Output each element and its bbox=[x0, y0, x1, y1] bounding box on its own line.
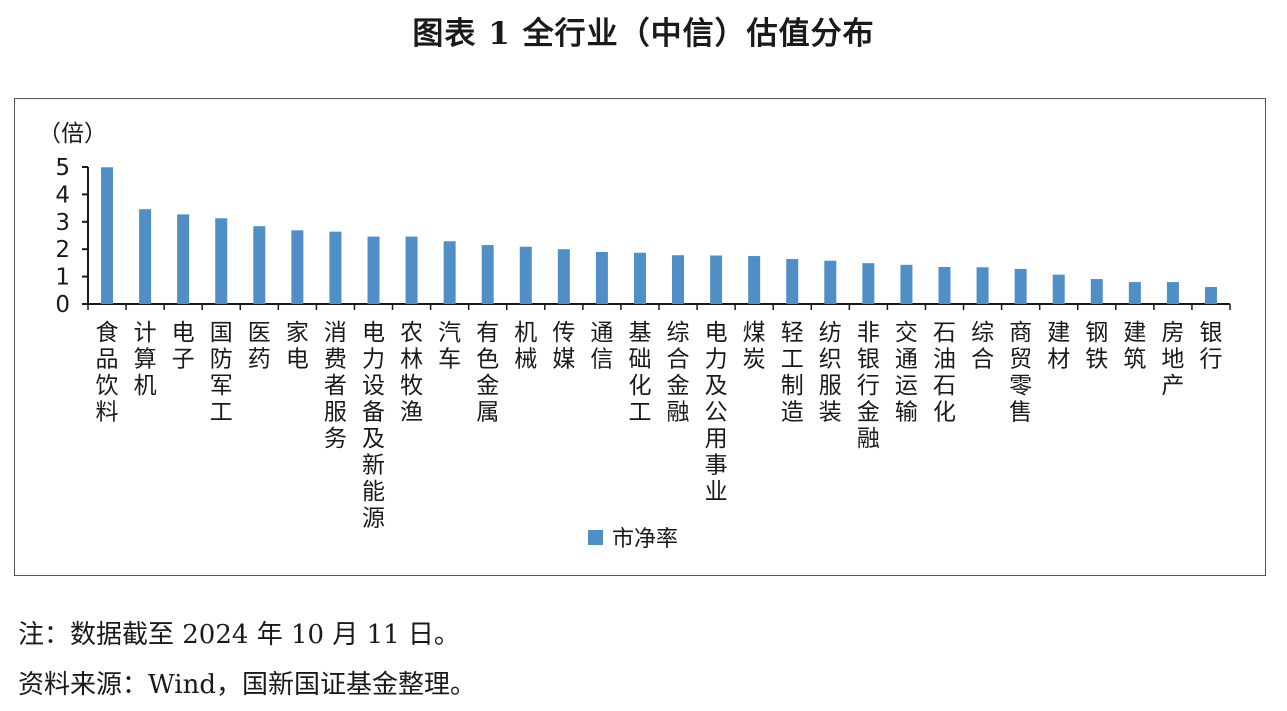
x-category-label: 建筑 bbox=[1123, 320, 1146, 373]
x-category-label: 电力设备及新能源 bbox=[362, 320, 385, 532]
bar bbox=[367, 236, 380, 304]
legend: 市净率 bbox=[588, 527, 678, 552]
footnote-source: 资料来源：Wind，国新国证基金整理。 bbox=[18, 670, 476, 700]
bar bbox=[177, 214, 190, 304]
bar bbox=[519, 246, 532, 304]
bar bbox=[1128, 282, 1141, 304]
x-category-label: 医药 bbox=[248, 320, 271, 373]
legend-swatch bbox=[588, 530, 603, 545]
x-category-label: 传媒 bbox=[552, 320, 575, 373]
bar bbox=[748, 256, 761, 304]
bar bbox=[557, 249, 570, 304]
x-category-label: 交通运输 bbox=[895, 320, 918, 426]
y-tick-label: 0 bbox=[55, 292, 70, 318]
x-category-label: 有色金属 bbox=[476, 320, 499, 426]
bar bbox=[938, 267, 951, 304]
x-category-label: 轻工制造 bbox=[781, 320, 804, 426]
x-category-label: 商贸零售 bbox=[1009, 320, 1032, 426]
bars bbox=[101, 167, 1217, 304]
chart-frame bbox=[14, 98, 1266, 576]
bar bbox=[976, 267, 989, 304]
x-category-label: 国防军工 bbox=[210, 320, 233, 426]
x-category-label: 农林牧渔 bbox=[400, 320, 423, 426]
x-category-label: 电力及公用事业 bbox=[705, 320, 728, 505]
bar bbox=[824, 260, 837, 304]
bar bbox=[101, 167, 114, 304]
bar bbox=[291, 230, 304, 304]
bar bbox=[1204, 287, 1217, 304]
legend-label: 市净率 bbox=[612, 527, 678, 552]
x-category-label: 纺织服装 bbox=[819, 320, 842, 426]
x-category-label: 食品饮料 bbox=[96, 320, 119, 426]
x-axis-labels: 食品饮料计算机电子国防军工医药家电消费者服务电力设备及新能源农林牧渔汽车有色金属… bbox=[96, 320, 1223, 532]
bar bbox=[253, 226, 266, 304]
bar bbox=[862, 263, 875, 304]
bar bbox=[595, 251, 608, 304]
x-category-label: 综合 bbox=[971, 320, 994, 373]
bar bbox=[1014, 268, 1027, 304]
x-category-label: 机械 bbox=[514, 320, 537, 373]
bar bbox=[1052, 274, 1065, 304]
bar bbox=[1090, 279, 1103, 304]
y-tick-label: 3 bbox=[55, 210, 70, 236]
x-category-label: 石油石化 bbox=[933, 320, 956, 426]
x-category-label: 汽车 bbox=[438, 320, 461, 373]
footnote-date: 注：数据截至 2024 年 10 月 11 日。 bbox=[18, 620, 460, 650]
bar bbox=[786, 259, 799, 304]
bar bbox=[481, 245, 494, 304]
x-category-label: 电子 bbox=[172, 320, 195, 373]
x-category-label: 非银行金融 bbox=[857, 320, 880, 452]
bar bbox=[139, 209, 152, 304]
x-category-label: 家电 bbox=[286, 320, 309, 373]
x-category-label: 计算机 bbox=[134, 320, 157, 399]
x-category-label: 房地产 bbox=[1161, 320, 1184, 399]
x-category-label: 综合金融 bbox=[667, 320, 690, 426]
bar bbox=[710, 255, 723, 304]
y-tick-label: 1 bbox=[55, 265, 70, 291]
y-tick-label: 5 bbox=[55, 155, 70, 181]
bar bbox=[633, 252, 646, 304]
bar bbox=[405, 236, 418, 304]
bar bbox=[900, 264, 913, 304]
x-category-label: 银行 bbox=[1199, 320, 1222, 373]
x-category-label: 煤炭 bbox=[743, 320, 766, 373]
x-category-label: 钢铁 bbox=[1085, 320, 1108, 373]
bar bbox=[443, 241, 456, 304]
bar bbox=[1166, 282, 1179, 304]
x-category-label: 消费者服务 bbox=[324, 320, 347, 452]
x-category-label: 通信 bbox=[590, 320, 613, 373]
x-category-label: 基础化工 bbox=[628, 320, 651, 426]
y-tick-label: 2 bbox=[55, 237, 70, 263]
bar bbox=[329, 231, 342, 304]
bar bbox=[672, 255, 685, 304]
y-axis-unit-label: （倍） bbox=[38, 121, 107, 147]
figure-title: 图表 1 全行业（中信）估值分布 bbox=[412, 16, 875, 52]
y-tick-label: 4 bbox=[55, 182, 70, 208]
x-category-label: 建材 bbox=[1047, 320, 1070, 373]
bar bbox=[215, 218, 228, 304]
